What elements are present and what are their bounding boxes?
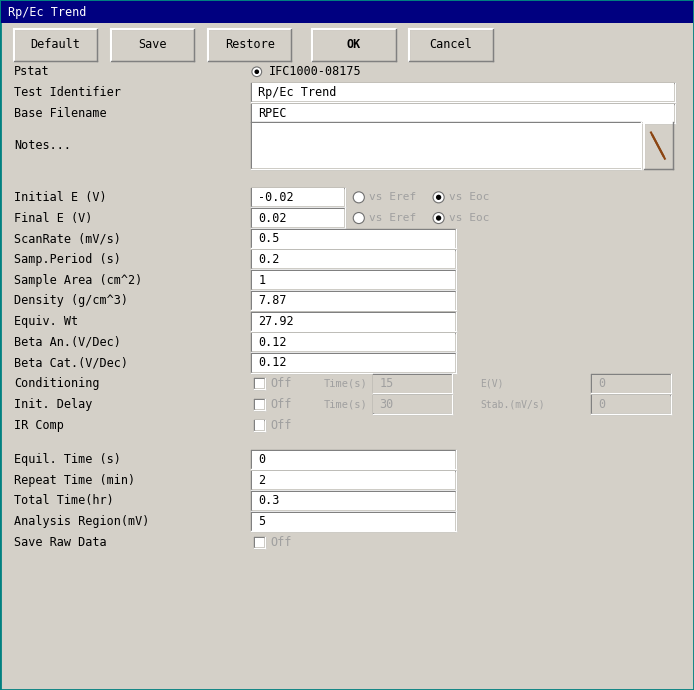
Text: Save: Save (138, 39, 167, 51)
Text: Time(s): Time(s) (324, 400, 368, 409)
Text: E(V): E(V) (480, 379, 504, 388)
Text: RPEC: RPEC (258, 107, 287, 119)
Text: Test Identifier: Test Identifier (14, 86, 121, 99)
Text: Stab.(mV/s): Stab.(mV/s) (480, 400, 545, 409)
FancyBboxPatch shape (252, 333, 455, 351)
Text: Off: Off (271, 536, 292, 549)
Text: vs Eoc: vs Eoc (449, 213, 489, 223)
FancyBboxPatch shape (252, 271, 455, 289)
Text: IFC1000-08175: IFC1000-08175 (269, 66, 361, 78)
Text: 1: 1 (258, 274, 265, 286)
Text: 5: 5 (258, 515, 265, 528)
Text: Density (g/cm^3): Density (g/cm^3) (14, 295, 128, 307)
FancyBboxPatch shape (252, 188, 344, 206)
Circle shape (436, 215, 441, 221)
FancyBboxPatch shape (255, 420, 264, 430)
FancyBboxPatch shape (312, 29, 396, 61)
Text: Time(s): Time(s) (324, 379, 368, 388)
Text: Base Filename: Base Filename (14, 107, 106, 119)
Text: Cancel: Cancel (430, 39, 473, 51)
Text: 0.2: 0.2 (258, 253, 280, 266)
Text: IR Comp: IR Comp (14, 419, 64, 431)
Text: Analysis Region(mV): Analysis Region(mV) (14, 515, 149, 528)
Circle shape (353, 192, 364, 203)
Circle shape (255, 70, 259, 74)
Text: Initial E (V): Initial E (V) (14, 191, 106, 204)
Text: Equiv. Wt: Equiv. Wt (14, 315, 78, 328)
FancyBboxPatch shape (252, 313, 455, 331)
Text: Equil. Time (s): Equil. Time (s) (14, 453, 121, 466)
Text: Final E (V): Final E (V) (14, 212, 92, 224)
Text: Rp/Ec Trend: Rp/Ec Trend (258, 86, 337, 99)
Text: Save Raw Data: Save Raw Data (14, 536, 106, 549)
Text: Total Time(hr): Total Time(hr) (14, 495, 114, 507)
FancyBboxPatch shape (252, 230, 455, 248)
Text: 0.02: 0.02 (258, 212, 287, 224)
Text: Beta An.(V/Dec): Beta An.(V/Dec) (14, 336, 121, 348)
FancyBboxPatch shape (252, 492, 455, 510)
FancyBboxPatch shape (252, 451, 455, 469)
Text: Samp.Period (s): Samp.Period (s) (14, 253, 121, 266)
Text: vs Eref: vs Eref (369, 213, 416, 223)
Text: 0: 0 (598, 377, 605, 390)
Text: 30: 30 (380, 398, 394, 411)
Text: Pstat: Pstat (14, 66, 49, 78)
Text: Rp/Ec Trend: Rp/Ec Trend (8, 6, 87, 19)
FancyBboxPatch shape (252, 513, 455, 531)
Text: 15: 15 (380, 377, 394, 390)
Text: vs Eref: vs Eref (369, 193, 416, 202)
Text: Conditioning: Conditioning (14, 377, 99, 390)
Text: Notes...: Notes... (14, 139, 71, 152)
Text: Restore: Restore (225, 39, 275, 51)
Text: 0.12: 0.12 (258, 357, 287, 369)
Circle shape (433, 192, 444, 203)
Text: Repeat Time (min): Repeat Time (min) (14, 474, 135, 486)
Text: 0: 0 (258, 453, 265, 466)
Text: OK: OK (347, 39, 361, 51)
Text: Beta Cat.(V/Dec): Beta Cat.(V/Dec) (14, 357, 128, 369)
FancyBboxPatch shape (14, 29, 97, 61)
FancyBboxPatch shape (252, 209, 344, 227)
Text: Off: Off (271, 419, 292, 431)
Text: vs Eoc: vs Eoc (449, 193, 489, 202)
FancyBboxPatch shape (111, 29, 194, 61)
Text: 0.12: 0.12 (258, 336, 287, 348)
FancyBboxPatch shape (1, 1, 693, 23)
Circle shape (252, 67, 262, 77)
FancyBboxPatch shape (208, 29, 291, 61)
Text: 2: 2 (258, 474, 265, 486)
FancyBboxPatch shape (252, 471, 455, 489)
FancyBboxPatch shape (252, 123, 641, 168)
FancyBboxPatch shape (252, 250, 455, 268)
Text: 0.3: 0.3 (258, 495, 280, 507)
Text: -0.02: -0.02 (258, 191, 294, 204)
Text: Default: Default (31, 39, 81, 51)
FancyBboxPatch shape (592, 395, 670, 413)
Circle shape (353, 213, 364, 224)
Text: Off: Off (271, 398, 292, 411)
Text: Init. Delay: Init. Delay (14, 398, 92, 411)
Text: Sample Area (cm^2): Sample Area (cm^2) (14, 274, 142, 286)
FancyBboxPatch shape (252, 292, 455, 310)
FancyBboxPatch shape (592, 375, 670, 393)
FancyBboxPatch shape (252, 83, 674, 101)
FancyBboxPatch shape (373, 395, 452, 413)
FancyBboxPatch shape (255, 538, 264, 547)
FancyBboxPatch shape (255, 379, 264, 388)
FancyBboxPatch shape (252, 104, 674, 122)
Text: Off: Off (271, 377, 292, 390)
Circle shape (433, 213, 444, 224)
Circle shape (436, 195, 441, 200)
Text: 27.92: 27.92 (258, 315, 294, 328)
Text: 0.5: 0.5 (258, 233, 280, 245)
FancyBboxPatch shape (255, 400, 264, 409)
Text: ScanRate (mV/s): ScanRate (mV/s) (14, 233, 121, 245)
Text: 0: 0 (598, 398, 605, 411)
FancyBboxPatch shape (252, 354, 455, 372)
FancyBboxPatch shape (644, 122, 673, 169)
Text: 7.87: 7.87 (258, 295, 287, 307)
FancyBboxPatch shape (373, 375, 452, 393)
FancyBboxPatch shape (409, 29, 493, 61)
